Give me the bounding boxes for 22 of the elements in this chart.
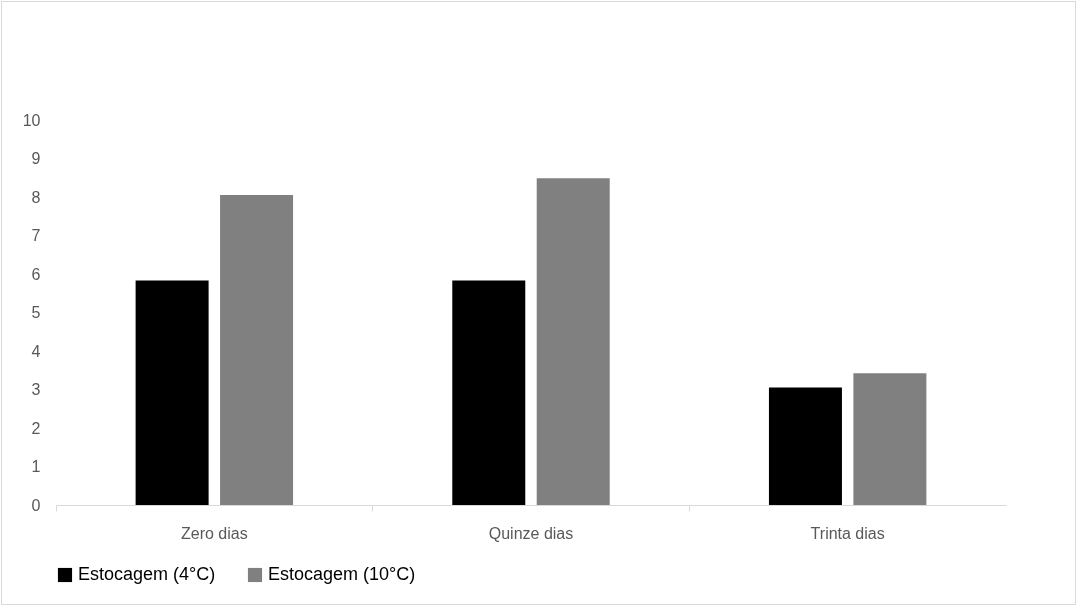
bar bbox=[853, 373, 927, 505]
y-tick-label: 5 bbox=[31, 304, 41, 321]
y-tick-label: 9 bbox=[31, 150, 41, 167]
y-tick-label: 4 bbox=[31, 342, 41, 360]
bar bbox=[536, 178, 610, 505]
y-tick-label: 2 bbox=[31, 419, 41, 437]
bar bbox=[135, 280, 209, 505]
x-tick-label: Quinze dias bbox=[488, 524, 574, 542]
legend-label: Estocagem (10°C) bbox=[268, 564, 416, 584]
y-tick-label: 10 bbox=[22, 111, 41, 129]
y-tick-label: 0 bbox=[31, 496, 41, 514]
y-tick-label: 7 bbox=[31, 227, 41, 244]
y-tick-label: 1 bbox=[31, 458, 41, 475]
y-tick-label: 8 bbox=[31, 188, 41, 206]
x-tick-label: Zero dias bbox=[180, 524, 248, 542]
bar bbox=[220, 195, 294, 505]
bar bbox=[768, 387, 842, 505]
legend-label: Estocagem (4°C) bbox=[78, 564, 216, 584]
x-tick-label: Trinta dias bbox=[810, 524, 885, 542]
y-tick-label: 3 bbox=[31, 381, 41, 398]
y-tick-label: 6 bbox=[31, 265, 41, 283]
bar bbox=[452, 280, 526, 505]
